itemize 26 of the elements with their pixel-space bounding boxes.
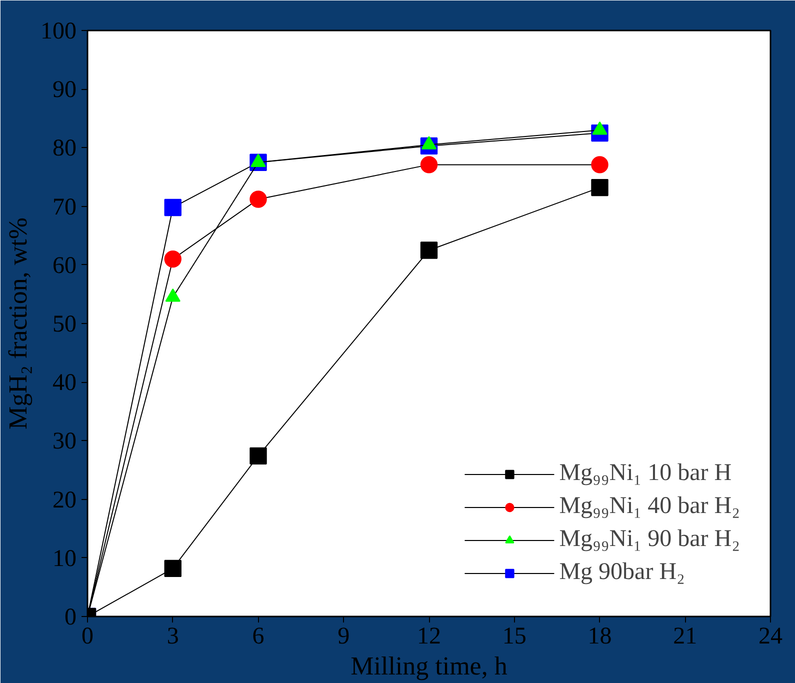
y-tick-label: 70 — [52, 194, 76, 220]
x-tick-label: 0 — [82, 624, 94, 650]
y-tick-label: 10 — [52, 546, 76, 572]
x-tick-label: 21 — [673, 624, 698, 650]
x-tick-label: 9 — [338, 624, 350, 650]
y-tick-label: 90 — [52, 77, 76, 104]
legend-label: Mg₉₉Ni₁ 90 bar H₂ — [559, 526, 740, 553]
legend-label: Mg 90bar H₂ — [559, 559, 685, 586]
y-tick-label: 100 — [40, 18, 76, 44]
x-tick-label: 18 — [588, 624, 612, 650]
y-tick-label: 50 — [52, 312, 76, 338]
x-tick-label: 15 — [502, 624, 526, 650]
y-tick-label: 30 — [52, 428, 76, 455]
x-tick-label: 24 — [758, 624, 782, 650]
y-tick-label: 20 — [52, 487, 76, 514]
legend-label: Mg₉₉Ni₁ 40 bar H₂ — [559, 493, 740, 520]
y-tick-label: 0 — [64, 604, 76, 630]
x-tick-label: 6 — [252, 624, 264, 650]
legend-label: Mg₉₉Ni₁ 10 bar H — [559, 460, 732, 487]
x-tick-label: 3 — [166, 624, 179, 650]
y-axis-title: MgH₂ fraction, wt% — [4, 218, 32, 430]
y-tick-label: 60 — [52, 252, 76, 279]
x-tick-label: 12 — [417, 624, 441, 650]
y-tick-label: 40 — [52, 370, 76, 396]
x-axis-title: Milling time, h — [350, 652, 508, 680]
y-tick-label: 80 — [52, 136, 76, 162]
